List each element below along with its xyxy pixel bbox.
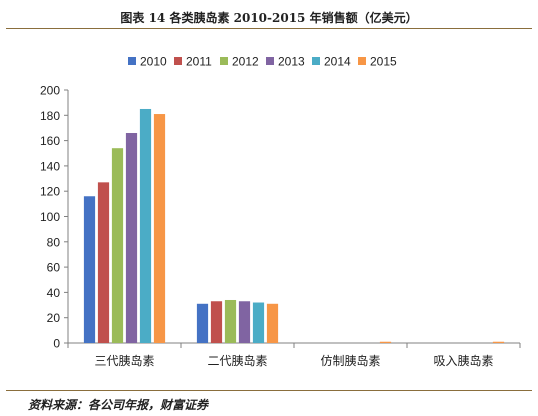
legend-label-2013: 2013	[278, 55, 305, 69]
legend-swatch-2014	[312, 57, 320, 65]
bar-2015-2	[379, 341, 392, 343]
y-tick-label: 120	[40, 185, 60, 199]
legend-label-2011: 2011	[186, 55, 212, 69]
bar-2010-0	[83, 196, 96, 343]
legend-label-2015: 2015	[370, 55, 397, 69]
bar-chart: 2010 2011 2012 2013 2014 2015 0 20 40 60 80 100 120 1…	[40, 55, 521, 368]
y-tick-label: 0	[53, 337, 60, 351]
bar-2011-0	[97, 182, 110, 343]
y-tick-label: 180	[40, 109, 60, 123]
bar-2010-1	[196, 303, 209, 343]
x-category-label: 仿制胰岛素	[320, 353, 380, 368]
y-tick-label: 60	[47, 261, 61, 275]
bar-2015-0	[153, 114, 166, 343]
legend-swatch-2013	[266, 57, 274, 65]
y-tick-label: 140	[40, 159, 60, 173]
legend-swatch-2015	[358, 57, 366, 65]
source-divider	[6, 390, 532, 391]
title-divider	[6, 28, 532, 29]
bar-2012-1	[224, 299, 237, 343]
bar-2013-1	[238, 301, 251, 343]
y-tick-label: 40	[47, 286, 61, 300]
legend-swatch-2010	[128, 57, 136, 65]
bar-2011-1	[210, 301, 223, 343]
bar-2012-0	[111, 148, 124, 343]
bar-2014-1	[252, 302, 265, 343]
legend-swatch-2011	[174, 57, 182, 65]
bar-2013-0	[125, 133, 138, 343]
bar-2014-0	[139, 108, 152, 343]
x-category-label: 三代胰岛素	[94, 353, 154, 368]
bar-2015-3	[492, 341, 505, 343]
source-note: 资料来源：各公司年报，财富证券	[28, 398, 209, 412]
x-category-label: 吸入胰岛素	[433, 353, 493, 368]
y-tick-label: 160	[40, 134, 60, 148]
x-category-label: 二代胰岛素	[207, 353, 267, 368]
y-tick-label: 20	[47, 311, 61, 325]
figure-title: 图表 14 各类胰岛素 2010-2015 年销售额（亿美元）	[120, 11, 418, 25]
legend-label-2014: 2014	[324, 55, 351, 69]
y-tick-label: 100	[40, 210, 60, 224]
bar-2015-1	[266, 303, 279, 343]
legend-label-2010: 2010	[140, 55, 167, 69]
legend-label-2012: 2012	[232, 55, 259, 69]
y-tick-label: 80	[47, 235, 61, 249]
legend-swatch-2012	[220, 57, 228, 65]
y-tick-label: 200	[40, 84, 60, 98]
